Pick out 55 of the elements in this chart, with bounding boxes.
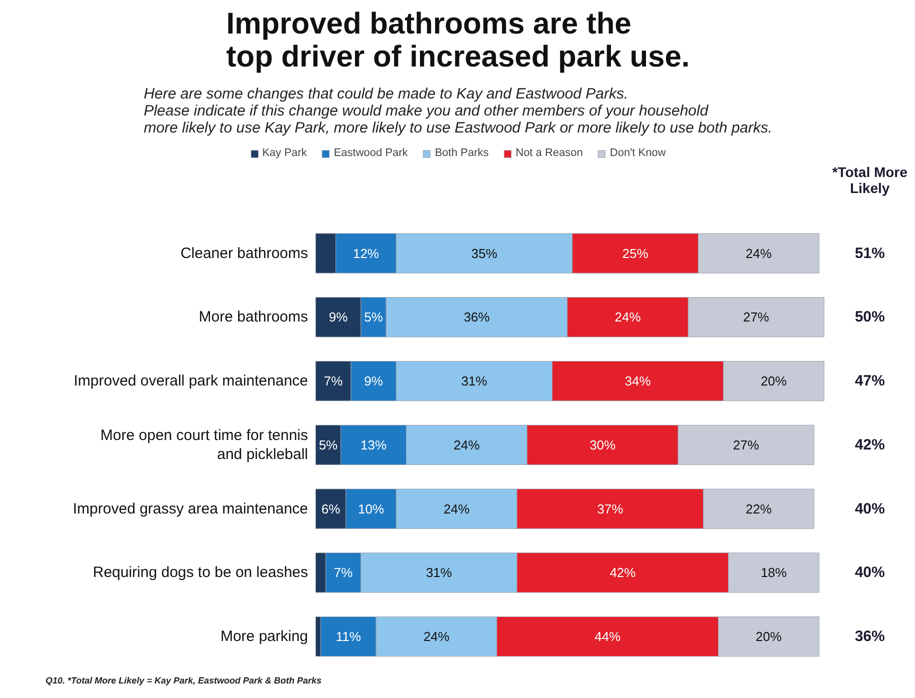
data-label: 42% [610,565,636,580]
data-label: 22% [746,501,772,516]
data-label: 24% [444,501,470,516]
text: 36% [854,628,885,646]
data-label: 24% [454,437,480,452]
data-label: 13% [360,437,387,452]
legend-label: Don't Know [610,147,666,159]
text: Q10. *Total More Likely = Kay Park, Eastwood Park & Both Parks [46,676,322,686]
data-label: 36% [464,310,490,325]
text: 50% [854,308,885,326]
data-label: 25% [622,246,649,261]
data-label: 12% [352,246,380,261]
data-label: 37% [597,501,624,516]
y-tick-label: More open court time for tennis and pickleball [100,427,308,463]
y-tick-label: More bathrooms [198,308,308,326]
data-label: 9% [364,374,384,389]
data-label: 24% [423,629,450,644]
text: 40% [854,500,885,518]
data-label: 20% [756,629,782,644]
data-label: 35% [471,246,498,261]
text: 40% [854,564,885,582]
legend-label: Kay Park [262,147,307,159]
data-label: 24% [746,246,772,261]
data-label: 24% [614,310,642,325]
text: 47% [854,372,885,390]
chart-subtitle: Here are some changes that could be made to Kay and Eastwood Parks. Please indicate if this change would make you and other members of your household more likely to use Kay Park, more likely to use Eastwood Park or more likely to use both parks. [144,86,772,136]
y-tick-label: Improved grassy area maintenance [72,500,308,518]
data-label: 7% [334,565,354,580]
text: 51% [854,244,885,262]
chart-title: Improved bathrooms are the top driver of increased park use. [226,8,690,74]
data-label: 6% [321,501,341,516]
data-label: 9% [328,310,348,325]
data-label: 18% [760,565,788,580]
y-tick-label: Requiring dogs to be on leashes [92,564,308,582]
data-label: 5% [318,437,338,452]
data-label: 10% [358,501,384,516]
data-label: 31% [426,565,452,580]
data-label: 30% [590,437,616,452]
y-tick-label: Improved overall park maintenance [74,372,308,390]
data-label: 31% [461,374,488,389]
data-label: 27% [743,310,770,325]
y-tick-label: Cleaner bathrooms [180,244,308,262]
legend-label: Both Parks [434,147,489,159]
legend-label: Eastwood Park [334,147,408,159]
legend-label: Not a Reason [516,147,583,159]
data-label: 27% [733,437,760,452]
data-label: 5% [364,310,384,325]
data-label: 34% [624,374,652,389]
data-label: 11% [336,629,362,644]
data-label: 7% [324,374,344,389]
data-label: 20% [760,374,788,389]
text: 42% [854,436,885,454]
y-tick-label: More parking [220,628,308,646]
text: *Total More Likely [832,164,908,196]
data-label: 44% [594,629,622,644]
